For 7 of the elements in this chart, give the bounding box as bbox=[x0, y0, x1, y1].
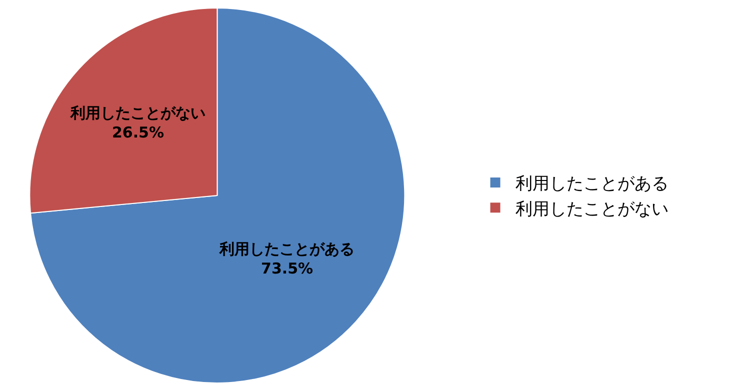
slice-label: 利用したことがない bbox=[69, 104, 206, 122]
data-label: 73.5% bbox=[261, 259, 314, 278]
data-label: 26.5% bbox=[112, 124, 164, 142]
pie-slice bbox=[30, 8, 406, 384]
slice-label: 利用したことがある bbox=[218, 240, 355, 258]
legend-label: 利用したことがある bbox=[515, 174, 668, 194]
legend-label: 利用したことがない bbox=[515, 199, 668, 220]
